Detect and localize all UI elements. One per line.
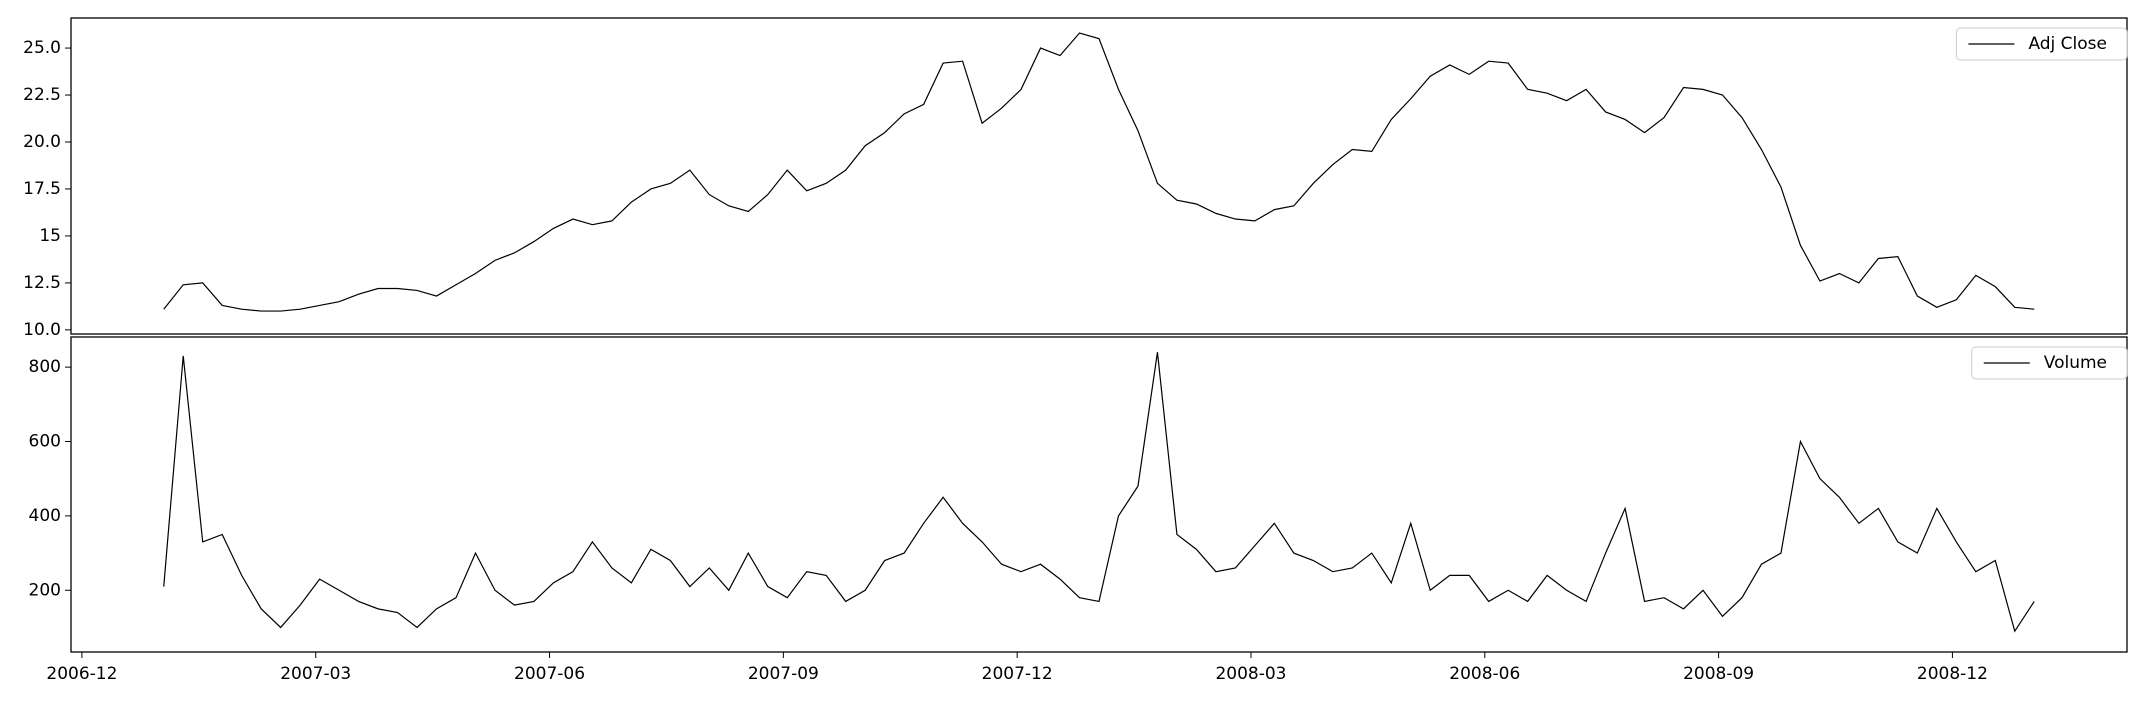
x-tick-label: 2008-03 [1215,664,1286,684]
y-tick-label: 17.5 [23,179,61,199]
y-tick-label: 800 [29,357,61,377]
y-tick-label: 22.5 [23,85,61,105]
y-tick-label: 10.0 [23,320,61,340]
axes-frame [70,336,2128,653]
x-tick-label: 2008-12 [1917,664,1988,684]
x-tick-label: 2007-06 [514,664,585,684]
x-tick-label: 2008-06 [1449,664,1520,684]
x-tick-label: 2007-03 [280,664,351,684]
x-tick-label: 2006-12 [46,664,117,684]
y-tick-label: 200 [29,580,61,600]
x-tick-label: 2007-09 [748,664,819,684]
y-tick-label: 15 [39,226,61,246]
y-tick-label: 600 [29,432,61,452]
y-tick-label: 12.5 [23,273,61,293]
axes-frame [70,17,2128,335]
legend-box [1955,27,2128,61]
x-tick-label: 2007-12 [982,664,1053,684]
legend-box [1971,346,2128,380]
line [163,352,2035,633]
y-tick-label: 25.0 [23,38,61,58]
y-tick-label: 20.0 [23,132,61,152]
legend-label: Adj Close [2028,34,2107,54]
legend-label: Volume [2044,353,2107,373]
y-tick-label: 400 [29,506,61,526]
x-tick-label: 2008-09 [1683,664,1754,684]
line [163,32,2035,312]
